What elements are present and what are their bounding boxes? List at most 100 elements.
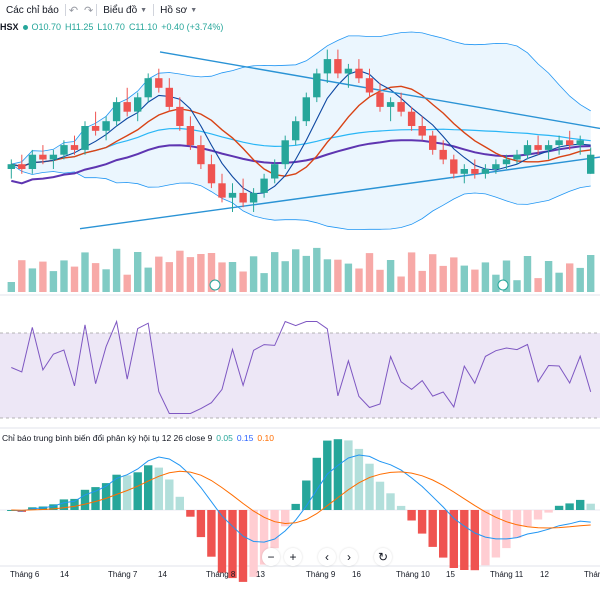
divider xyxy=(64,4,66,16)
macd-histogram-bar xyxy=(428,510,437,547)
earnings-marker-icon xyxy=(209,279,221,291)
volume-bar xyxy=(566,263,574,292)
macd-histogram-bar xyxy=(544,510,553,513)
macd-histogram-bar xyxy=(533,510,543,520)
candle-body xyxy=(271,164,279,179)
macd-legend: Chỉ báo trung bình biến đổi phân kỳ hội … xyxy=(2,433,274,443)
volume-bars xyxy=(7,247,595,292)
candle-body xyxy=(260,178,268,193)
volume-bar xyxy=(123,274,131,292)
candlesticks xyxy=(7,49,595,212)
volume-bar xyxy=(165,262,173,292)
scroll-right-button[interactable]: › xyxy=(340,548,358,566)
volume-bar xyxy=(28,268,37,292)
moving-averages xyxy=(11,70,591,195)
candle-body xyxy=(450,159,458,174)
candle-body xyxy=(91,126,100,131)
candle-body xyxy=(176,106,184,126)
candle-body xyxy=(481,169,490,174)
volume-bar xyxy=(334,259,342,292)
top-toolbar: Các chỉ báo ↶ ↷ Biểu đồ ▼ Hồ sơ ▼ xyxy=(0,0,600,20)
bollinger-lower-line xyxy=(11,163,591,230)
candle-body xyxy=(471,169,479,174)
chart-menu-button[interactable]: Biểu đồ ▼ xyxy=(97,0,153,20)
candle-body xyxy=(197,145,205,165)
candle-body xyxy=(49,154,58,160)
volume-bar xyxy=(70,266,79,292)
macd-histogram-bar xyxy=(270,510,279,549)
macd-histogram-bar xyxy=(586,503,595,510)
macd-hist-value: 0.05 xyxy=(216,433,233,443)
volume-bar xyxy=(323,259,332,292)
macd-histogram-bar xyxy=(365,463,374,510)
reset-chart-button[interactable]: ↻ xyxy=(374,548,392,566)
macd-histogram-bar xyxy=(80,489,90,510)
x-tick-label: 14 xyxy=(60,570,69,579)
candle-body xyxy=(186,126,195,146)
macd-value: 0.15 xyxy=(236,433,254,443)
divider xyxy=(96,4,98,16)
volume-bar xyxy=(186,257,195,292)
macd-histogram-bar xyxy=(386,493,395,510)
macd-histogram-bar xyxy=(238,510,248,582)
macd-histogram-bar xyxy=(144,465,153,510)
x-tick-label: 16 xyxy=(352,570,361,579)
volume-bar xyxy=(397,276,405,292)
indicators-label: Các chỉ báo xyxy=(6,4,59,16)
candle-body xyxy=(534,145,542,150)
ma-mid-line xyxy=(11,85,591,177)
x-tick-label: Tháng 10 xyxy=(396,570,430,579)
volume-bar xyxy=(502,260,511,292)
x-tick-label: Tháng 8 xyxy=(206,570,236,579)
volume-bar xyxy=(7,282,15,292)
volume-bar xyxy=(112,248,121,292)
volume-bar xyxy=(376,269,384,292)
volume-bar xyxy=(313,247,321,292)
change-value: +0.40 (+3.74%) xyxy=(161,22,224,32)
x-tick-label: 14 xyxy=(158,570,167,579)
candle-body xyxy=(587,154,595,174)
x-axis: Tháng 6 14 Tháng 7 14 Tháng 8 13 Tháng 9… xyxy=(0,570,600,584)
macd-histogram-bar xyxy=(207,510,216,557)
zoom-out-button[interactable]: − xyxy=(262,548,280,566)
candle-body xyxy=(439,149,447,160)
volume-bar xyxy=(355,268,363,292)
volume-bar xyxy=(492,274,500,292)
volume-bar xyxy=(544,261,553,292)
x-tick-label: Tháng 11 xyxy=(490,570,524,579)
volume-bar xyxy=(439,265,447,292)
candle-body xyxy=(544,145,553,150)
candle-body xyxy=(102,121,110,131)
scroll-left-button[interactable]: ‹ xyxy=(318,548,336,566)
macd-histogram-bar xyxy=(344,440,353,510)
macd-histogram-bar xyxy=(460,510,469,570)
macd-histogram-bar xyxy=(133,472,142,510)
macd-histogram-bar xyxy=(228,510,237,579)
redo-icon[interactable]: ↷ xyxy=(84,4,94,17)
event-markers xyxy=(209,279,509,291)
undo-icon[interactable]: ↶ xyxy=(68,4,79,17)
volume-bar xyxy=(450,257,458,292)
rsi-path xyxy=(11,319,592,414)
symbol-label[interactable]: HSX xyxy=(0,22,19,32)
candle-body xyxy=(334,59,342,74)
indicators-button[interactable]: Các chỉ báo xyxy=(0,0,65,20)
candle-body xyxy=(218,183,226,198)
zoom-in-button[interactable]: + xyxy=(284,548,302,566)
macd-title[interactable]: Chỉ báo trung bình biến đổi phân kỳ hội … xyxy=(2,433,213,443)
candle-body xyxy=(144,78,152,98)
macd-histogram-bar xyxy=(375,481,385,510)
macd-histogram-bar xyxy=(512,510,522,538)
macd-histogram-bar xyxy=(523,510,532,527)
macd-histogram-bar xyxy=(281,510,290,527)
candle-body xyxy=(407,111,416,126)
volume-bar xyxy=(207,253,216,292)
volume-bar xyxy=(587,255,595,292)
volume-bar xyxy=(534,278,542,292)
profile-menu-button[interactable]: Hồ sơ ▼ xyxy=(154,0,203,20)
macd-histogram-bar xyxy=(565,503,574,510)
candle-body xyxy=(18,164,26,169)
macd-histogram-bar xyxy=(354,448,364,510)
x-tick-label: Tháng 7 xyxy=(108,570,138,579)
